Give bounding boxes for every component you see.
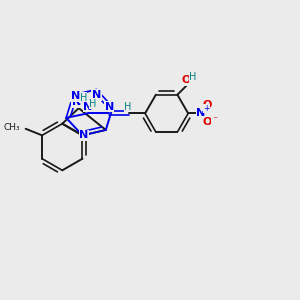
Text: CH₃: CH₃	[4, 123, 20, 132]
Text: H: H	[124, 102, 132, 112]
Text: H: H	[189, 72, 197, 82]
Text: N: N	[72, 97, 81, 107]
Text: N: N	[83, 102, 92, 112]
Text: O: O	[203, 100, 212, 110]
Text: N: N	[71, 92, 80, 101]
Text: N: N	[92, 90, 101, 100]
Text: N: N	[80, 130, 88, 140]
Text: O: O	[203, 117, 212, 127]
Text: H: H	[89, 99, 97, 109]
Text: ⁻: ⁻	[212, 116, 217, 125]
Text: O: O	[182, 75, 191, 85]
Text: N: N	[196, 108, 206, 118]
Text: H: H	[80, 93, 87, 103]
Text: N: N	[105, 102, 114, 112]
Text: +: +	[203, 104, 209, 113]
